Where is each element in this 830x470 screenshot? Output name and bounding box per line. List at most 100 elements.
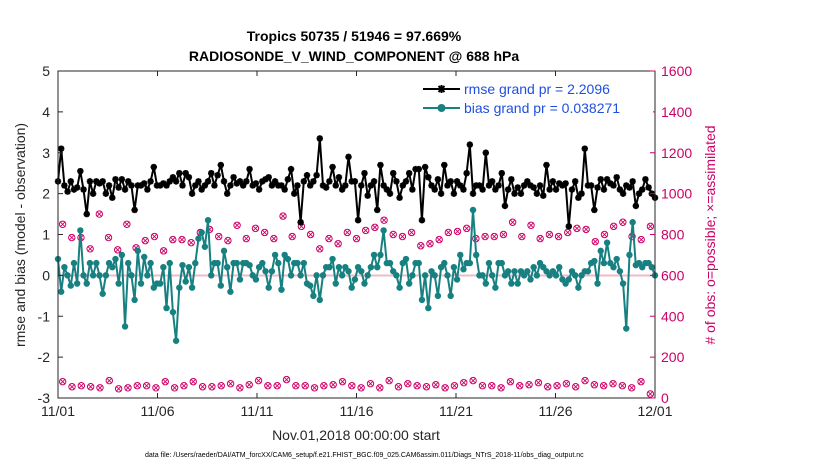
legend: rmse grand pr = 2.2096 bias grand pr = 0… [417, 76, 653, 120]
obs-assimilated-high [528, 222, 534, 229]
obs-assimilated-low [218, 382, 225, 389]
obs-possible-high [141, 236, 149, 245]
obs-possible-high [260, 228, 269, 237]
bias-point [358, 268, 365, 275]
obs-assimilated-high [509, 219, 516, 226]
rmse-point [271, 178, 279, 185]
rmse-point [291, 190, 298, 197]
bias-point [348, 284, 355, 291]
rmse-point [562, 180, 569, 187]
obs-possible-low [385, 376, 393, 385]
rmse-point [565, 223, 573, 230]
rmse-point [198, 186, 205, 193]
rmse-point [466, 141, 474, 148]
bias-point [214, 259, 221, 267]
bias-point [89, 272, 97, 279]
rmse-point [169, 174, 177, 181]
obs-assimilated-low [153, 384, 159, 391]
bias-point [527, 276, 534, 283]
bias-point [271, 251, 279, 259]
bias-point [367, 264, 375, 271]
obs-possible-low [152, 384, 160, 392]
bias-point [511, 268, 518, 275]
bias-point [434, 292, 442, 300]
rmse-point [150, 163, 157, 171]
obs-assimilated-low [591, 381, 598, 388]
obs-assimilated-low [69, 383, 75, 390]
bias-point [453, 276, 461, 283]
rmse-point [335, 174, 343, 181]
obs-possible-low [394, 383, 403, 391]
obs-possible-high [453, 227, 462, 236]
bias-point [361, 280, 368, 287]
obs-possible-high [306, 230, 315, 239]
obs-possible-low [525, 381, 533, 389]
rmse-point [185, 174, 193, 181]
rmse-point [457, 182, 464, 189]
rmse-point [112, 176, 119, 183]
y2-tick-label: 600 [661, 267, 685, 283]
rmse-point [635, 190, 643, 197]
obs-possible-low [105, 376, 114, 385]
obs-assimilated-high [537, 235, 544, 242]
obs-assimilated-low [190, 378, 197, 385]
rmse-point [575, 194, 582, 201]
bias-point [329, 255, 336, 263]
bias-point [294, 259, 301, 267]
obs-assimilated-low [376, 384, 383, 391]
obs-assimilated-low [628, 384, 635, 391]
rmse-series [54, 135, 659, 230]
rmse-point [377, 161, 384, 169]
bias-point [204, 216, 212, 224]
rmse-point [313, 172, 320, 179]
obs-assimilated-low [199, 383, 206, 390]
chart-title: Tropics 50735 / 51946 = 97.669% [247, 28, 462, 44]
bias-point [297, 272, 304, 279]
obs-assimilated-high [160, 247, 167, 254]
bias-point [351, 276, 359, 283]
obs-possible-high [600, 230, 609, 239]
obs-possible-high [536, 234, 544, 243]
bias-point [227, 288, 234, 295]
legend-rmse-label: rmse grand pr = 2.2096 [464, 81, 610, 97]
bias-point [179, 261, 186, 269]
obs-assimilated-low [59, 378, 66, 385]
rmse-point [498, 169, 505, 177]
obs-possible-high [463, 224, 471, 233]
rmse-point [160, 180, 167, 187]
bias-point [246, 261, 253, 269]
rmse-point [121, 186, 129, 193]
obs-assimilated-low [320, 382, 327, 389]
rmse-point [96, 180, 103, 187]
bias-point [629, 219, 636, 226]
bias-point [508, 280, 515, 287]
obs-possible-low [198, 383, 207, 391]
obs-assimilated-low [143, 382, 150, 389]
bias-point [182, 278, 189, 285]
legend-box [417, 76, 653, 120]
obs-possible-high [545, 230, 554, 239]
bias-point [262, 268, 269, 275]
y-tick-label: -1 [38, 308, 51, 324]
rmse-point [64, 188, 71, 195]
bias-point [99, 290, 106, 297]
rmse-point [214, 172, 221, 179]
obs-possible-low [96, 384, 104, 392]
rmse-point [192, 182, 199, 189]
obs-assimilated-low [348, 382, 355, 389]
obs-possible-low [460, 378, 468, 387]
obs-possible-high [68, 233, 76, 242]
obs-possible-high [86, 245, 94, 253]
bias-point [441, 259, 448, 267]
bias-point [393, 272, 400, 279]
obs-assimilated-low [423, 383, 430, 390]
bias-point [473, 251, 480, 259]
bias-point [147, 259, 154, 267]
obs-possible-high [343, 228, 352, 237]
rmse-point [626, 184, 633, 191]
bias-point [316, 296, 323, 304]
bias-point [307, 282, 314, 289]
legend-rmse-marker [437, 85, 446, 93]
obs-possible-low [310, 384, 319, 392]
rmse-point [623, 182, 630, 189]
